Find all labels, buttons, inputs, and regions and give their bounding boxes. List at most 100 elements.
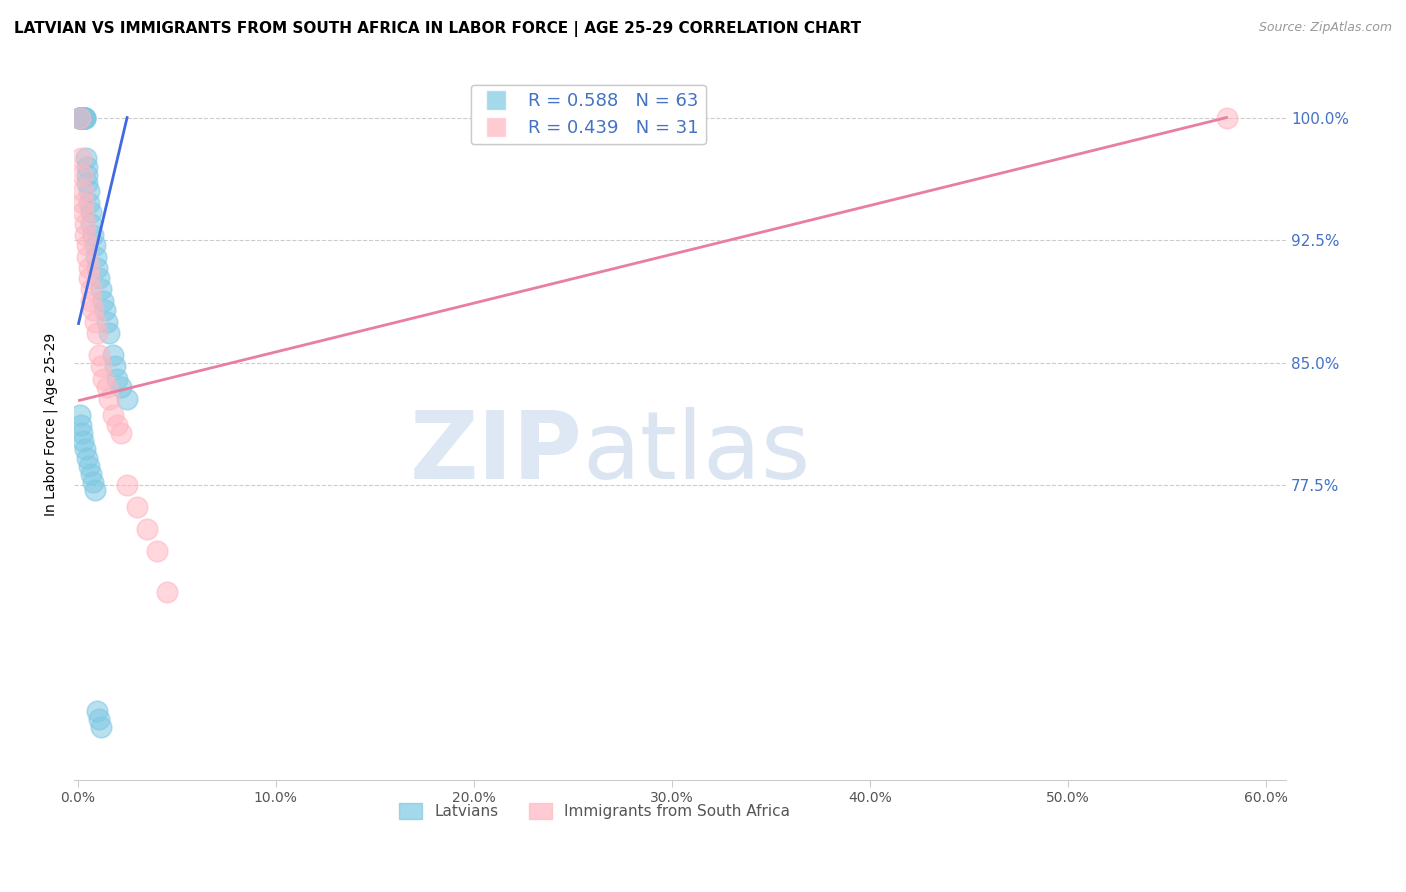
Point: [69, 111, 91, 125]
Point: [96, 380, 118, 394]
Point: [69, 417, 91, 432]
Point: [84, 238, 107, 252]
Point: [89, 348, 111, 362]
Point: [76, 450, 98, 465]
Point: [69, 111, 91, 125]
Point: [75, 152, 97, 166]
Point: [94, 303, 117, 318]
Point: [72, 195, 94, 210]
Point: [90, 359, 112, 373]
Text: LATVIAN VS IMMIGRANTS FROM SOUTH AFRICA IN LABOR FORCE | AGE 25-29 CORRELATION C: LATVIAN VS IMMIGRANTS FROM SOUTH AFRICA …: [14, 21, 862, 37]
Point: [69, 111, 91, 125]
Point: [103, 348, 125, 362]
Point: [72, 184, 94, 198]
Point: [115, 478, 138, 492]
Point: [73, 111, 96, 125]
Point: [72, 111, 94, 125]
Point: [72, 205, 94, 219]
Legend: Latvians, Immigrants from South Africa: Latvians, Immigrants from South Africa: [394, 797, 797, 825]
Point: [125, 500, 148, 514]
Point: [75, 217, 97, 231]
Point: [80, 282, 103, 296]
Point: [110, 425, 132, 440]
Point: [75, 442, 97, 457]
Point: [69, 111, 91, 125]
Point: [69, 111, 91, 125]
Point: [67, 111, 90, 125]
Point: [96, 315, 118, 329]
Point: [70, 111, 93, 125]
Point: [82, 303, 104, 318]
Point: [76, 176, 98, 190]
Point: [104, 359, 127, 373]
Point: [70, 111, 93, 125]
Point: [86, 250, 108, 264]
Point: [82, 228, 104, 243]
Point: [69, 111, 91, 125]
Point: [1215, 111, 1237, 125]
Point: [76, 238, 98, 252]
Y-axis label: In Labor Force | Age 25-29: In Labor Force | Age 25-29: [44, 333, 58, 516]
Point: [105, 417, 128, 432]
Point: [84, 483, 107, 498]
Point: [89, 270, 111, 285]
Point: [75, 111, 97, 125]
Point: [72, 111, 94, 125]
Point: [80, 217, 103, 231]
Point: [73, 111, 96, 125]
Point: [84, 315, 107, 329]
Point: [69, 152, 91, 166]
Point: [70, 111, 93, 125]
Point: [98, 326, 121, 341]
Point: [80, 205, 103, 219]
Point: [156, 584, 179, 599]
Point: [79, 184, 101, 198]
Point: [80, 293, 103, 308]
Point: [146, 543, 169, 558]
Point: [86, 704, 108, 718]
Point: [79, 458, 101, 473]
Point: [69, 111, 91, 125]
Point: [70, 111, 93, 125]
Point: [105, 372, 128, 386]
Point: [70, 111, 93, 125]
Text: atlas: atlas: [582, 407, 811, 499]
Text: ZIP: ZIP: [411, 407, 582, 499]
Point: [79, 260, 101, 275]
Point: [80, 467, 103, 481]
Point: [69, 408, 91, 422]
Point: [72, 111, 94, 125]
Point: [86, 260, 108, 275]
Point: [86, 326, 108, 341]
Point: [73, 111, 96, 125]
Point: [72, 434, 94, 449]
Point: [76, 168, 98, 182]
Point: [82, 475, 104, 489]
Point: [75, 111, 97, 125]
Point: [135, 523, 157, 537]
Point: [70, 168, 93, 182]
Point: [91, 372, 114, 386]
Point: [70, 111, 93, 125]
Point: [103, 408, 125, 422]
Point: [110, 380, 132, 394]
Point: [91, 293, 114, 308]
Point: [79, 195, 101, 210]
Point: [79, 270, 101, 285]
Point: [98, 392, 121, 406]
Point: [70, 111, 93, 125]
Point: [76, 160, 98, 174]
Point: [72, 111, 94, 125]
Point: [70, 425, 93, 440]
Point: [90, 720, 112, 734]
Point: [75, 228, 97, 243]
Point: [115, 392, 138, 406]
Point: [90, 282, 112, 296]
Text: Source: ZipAtlas.com: Source: ZipAtlas.com: [1258, 21, 1392, 34]
Point: [89, 712, 111, 726]
Point: [72, 111, 94, 125]
Point: [76, 250, 98, 264]
Point: [75, 111, 97, 125]
Point: [72, 111, 94, 125]
Point: [72, 111, 94, 125]
